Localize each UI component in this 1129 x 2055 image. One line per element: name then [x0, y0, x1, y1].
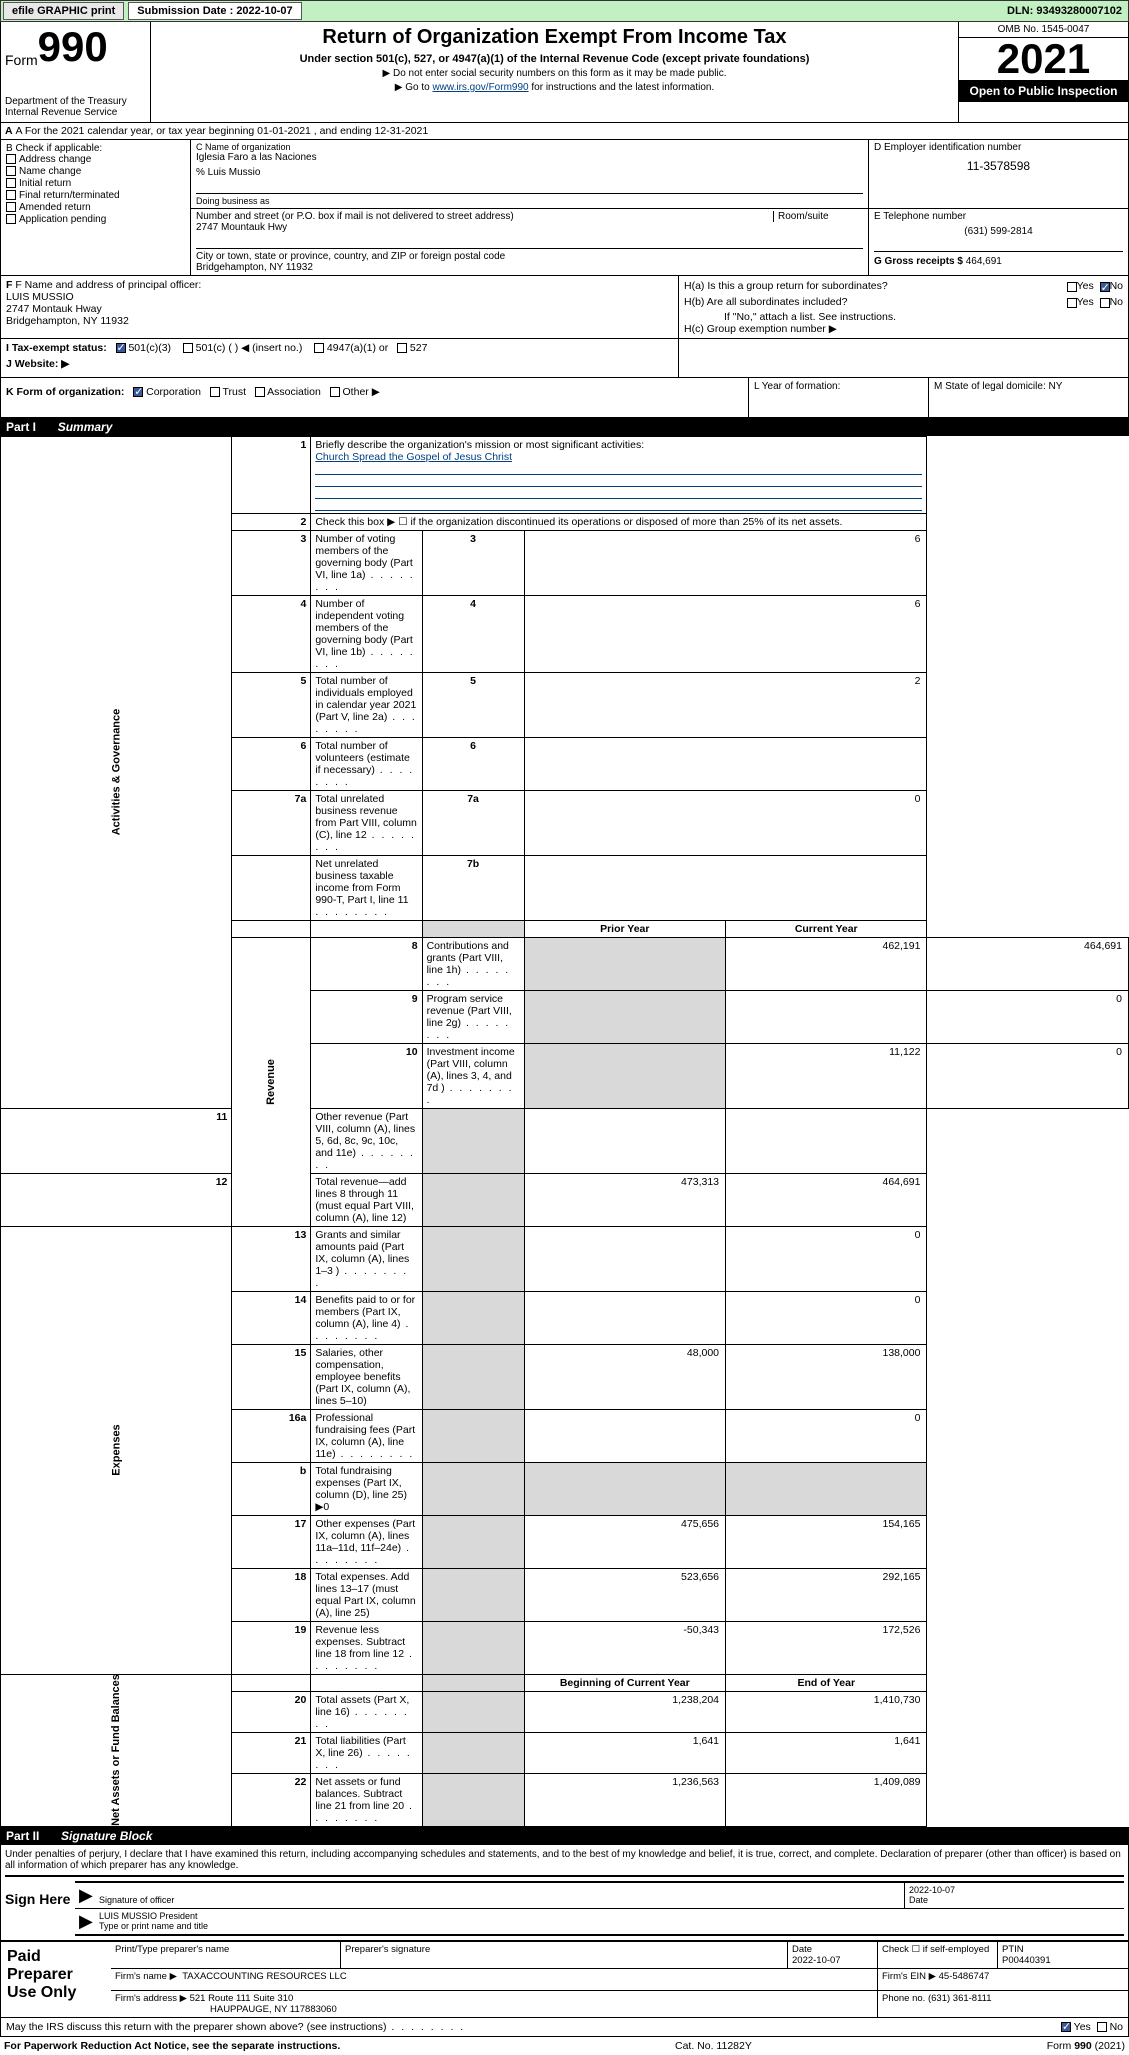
- chk-app-pending[interactable]: [6, 214, 16, 224]
- chk-4947[interactable]: [314, 343, 324, 353]
- discuss-row: May the IRS discuss this return with the…: [0, 2018, 1129, 2037]
- year-formation: L Year of formation:: [748, 378, 928, 417]
- block-status-website: I Tax-exempt status: 501(c)(3) 501(c) ( …: [0, 339, 1129, 378]
- chk-final-return[interactable]: [6, 190, 16, 200]
- paid-preparer-block: Paid Preparer Use Only Print/Type prepar…: [0, 1941, 1129, 2018]
- form-number: 990: [38, 26, 108, 68]
- chk-501c3[interactable]: [116, 343, 126, 353]
- dln-label: DLN: 93493280007102: [1001, 5, 1128, 17]
- chk-trust[interactable]: [210, 387, 220, 397]
- chk-ha-yes[interactable]: [1067, 282, 1077, 292]
- summary-table: Activities & Governance 1 Briefly descri…: [0, 436, 1129, 1827]
- chk-initial-return[interactable]: [6, 178, 16, 188]
- instructions-link[interactable]: www.irs.gov/Form990: [432, 82, 528, 93]
- chk-501c[interactable]: [183, 343, 193, 353]
- row-a-tax-year: A A For the 2021 calendar year, or tax y…: [0, 123, 1129, 140]
- efile-print-button[interactable]: efile GRAPHIC print: [3, 2, 124, 20]
- org-name-box: C Name of organization Iglesia Faro a la…: [191, 140, 868, 208]
- footer: For Paperwork Reduction Act Notice, see …: [0, 2037, 1129, 2055]
- chk-ha-no[interactable]: [1100, 282, 1110, 292]
- part-1-header: Part I Summary: [0, 418, 1129, 436]
- irs-label: Internal Revenue Service: [5, 107, 146, 118]
- signature-block: Under penalties of perjury, I declare th…: [0, 1845, 1129, 1941]
- main-title: Return of Organization Exempt From Incom…: [155, 26, 954, 49]
- part-2-header: Part II Signature Block: [0, 1827, 1129, 1845]
- tax-year: 2021: [959, 38, 1128, 80]
- chk-address-change[interactable]: [6, 154, 16, 164]
- chk-hb-yes[interactable]: [1067, 298, 1077, 308]
- dept-label: Department of the Treasury: [5, 96, 146, 107]
- chk-amended[interactable]: [6, 202, 16, 212]
- address-box: Number and street (or P.O. box if mail i…: [191, 209, 868, 275]
- submission-date-button[interactable]: Submission Date : 2022-10-07: [128, 2, 301, 20]
- block-officer-group: F F Name and address of principal office…: [0, 276, 1129, 339]
- mission-text[interactable]: Church Spread the Gospel of Jesus Christ: [315, 451, 512, 463]
- form-word: Form: [5, 52, 38, 68]
- open-public-badge: Open to Public Inspection: [959, 80, 1128, 102]
- subtitle-2: ▶ Do not enter social security numbers o…: [155, 68, 954, 79]
- subtitle-1: Under section 501(c), 527, or 4947(a)(1)…: [155, 53, 954, 65]
- chk-assoc[interactable]: [255, 387, 265, 397]
- subtitle-3: ▶ Go to www.irs.gov/Form990 for instruct…: [155, 82, 954, 93]
- chk-discuss-yes[interactable]: [1061, 2022, 1071, 2032]
- phone-receipts-box: E Telephone number (631) 599-2814 G Gros…: [868, 209, 1128, 275]
- chk-527[interactable]: [397, 343, 407, 353]
- chk-hb-no[interactable]: [1100, 298, 1110, 308]
- ein-box: D Employer identification number 11-3578…: [868, 140, 1128, 208]
- chk-other[interactable]: [330, 387, 340, 397]
- block-form-org: K Form of organization: Corporation Trus…: [0, 378, 1129, 418]
- state-domicile: M State of legal domicile: NY: [928, 378, 1128, 417]
- chk-name-change[interactable]: [6, 166, 16, 176]
- form-header: Form 990 Department of the Treasury Inte…: [0, 22, 1129, 123]
- block-identity: B Check if applicable: Address change Na…: [0, 140, 1129, 276]
- col-b-checkboxes: B Check if applicable: Address change Na…: [1, 140, 191, 275]
- topbar: efile GRAPHIC print Submission Date : 20…: [0, 0, 1129, 22]
- chk-corp[interactable]: [133, 387, 143, 397]
- chk-discuss-no[interactable]: [1097, 2022, 1107, 2032]
